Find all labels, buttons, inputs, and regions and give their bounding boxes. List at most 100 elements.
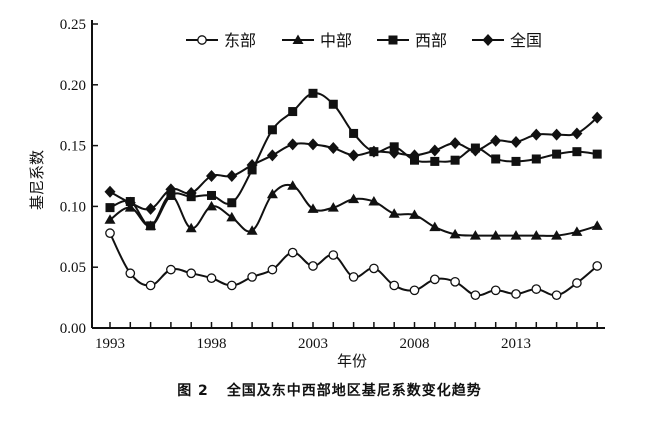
square-marker-icon bbox=[572, 147, 582, 157]
square-marker-icon bbox=[349, 128, 359, 138]
data-point bbox=[429, 221, 441, 232]
x-axis-label: 年份 bbox=[337, 352, 367, 370]
line-chart: 0.00 0.05 0.10 0.15 0.20 0.25 1993 1998 2003 2008… bbox=[28, 17, 605, 370]
diamond-marker-icon bbox=[206, 170, 217, 182]
data-point bbox=[450, 276, 460, 287]
data-point bbox=[388, 208, 400, 218]
x-tick-label: 1998 bbox=[197, 336, 227, 352]
circle-marker-icon bbox=[592, 261, 603, 271]
data-point bbox=[105, 228, 115, 239]
data-point bbox=[104, 185, 116, 198]
data-point bbox=[450, 155, 460, 165]
data-point bbox=[166, 190, 176, 200]
data-point bbox=[531, 284, 542, 294]
data-point bbox=[125, 268, 136, 279]
diamond-marker-icon bbox=[490, 134, 502, 147]
data-point bbox=[348, 149, 360, 162]
data-point bbox=[388, 146, 400, 159]
circle-marker-icon bbox=[145, 280, 156, 291]
x-tick-label: 2008 bbox=[400, 336, 430, 352]
data-point bbox=[287, 138, 299, 151]
data-point bbox=[429, 144, 441, 157]
square-marker-icon bbox=[552, 149, 562, 159]
legend: 东部 中部 西部 全国 bbox=[186, 31, 542, 50]
y-tick-label: 0.25 bbox=[60, 17, 86, 33]
data-point bbox=[469, 144, 481, 157]
data-point bbox=[469, 230, 481, 240]
legend-label: 西部 bbox=[415, 31, 447, 50]
circle-marker-icon bbox=[450, 276, 460, 287]
series-line bbox=[109, 232, 598, 297]
square-marker-icon bbox=[388, 35, 398, 45]
triangle-marker-icon bbox=[307, 203, 319, 213]
data-point bbox=[206, 170, 217, 182]
data-point bbox=[409, 285, 420, 296]
circle-marker-icon bbox=[348, 272, 359, 282]
legend-label: 中部 bbox=[320, 31, 352, 50]
data-point bbox=[146, 221, 156, 231]
triangle-marker-icon bbox=[490, 230, 502, 240]
legend-marker bbox=[197, 35, 207, 45]
diamond-marker-icon bbox=[266, 149, 278, 162]
data-point bbox=[491, 154, 501, 164]
circle-marker-icon bbox=[389, 280, 400, 291]
diamond-marker-icon bbox=[226, 170, 238, 182]
data-point bbox=[287, 180, 299, 190]
data-point bbox=[511, 156, 521, 166]
circle-marker-icon bbox=[551, 290, 562, 301]
circle-marker-icon bbox=[125, 268, 136, 279]
diamond-marker-icon bbox=[482, 34, 494, 46]
data-point bbox=[592, 261, 603, 271]
square-marker-icon bbox=[105, 203, 115, 213]
diamond-marker-icon bbox=[530, 128, 542, 141]
data-point bbox=[328, 99, 338, 109]
data-point bbox=[572, 278, 582, 288]
triangle-marker-icon bbox=[348, 193, 360, 204]
circle-marker-icon bbox=[531, 284, 542, 294]
data-point bbox=[308, 88, 318, 98]
legend-label: 全国 bbox=[510, 31, 542, 50]
data-point bbox=[530, 128, 542, 141]
data-point bbox=[551, 128, 563, 141]
data-point bbox=[267, 264, 278, 275]
data-point bbox=[490, 230, 502, 240]
circle-marker-icon bbox=[226, 280, 237, 291]
circle-marker-icon bbox=[409, 285, 420, 296]
square-marker-icon bbox=[491, 154, 501, 164]
diamond-marker-icon bbox=[307, 138, 319, 151]
circle-marker-icon bbox=[206, 273, 217, 283]
data-point bbox=[591, 111, 603, 124]
triangle-marker-icon bbox=[206, 200, 217, 211]
data-point bbox=[328, 250, 339, 260]
data-point bbox=[511, 289, 521, 299]
data-point bbox=[470, 290, 481, 301]
square-marker-icon bbox=[592, 149, 602, 159]
data-point bbox=[266, 188, 278, 199]
square-marker-icon bbox=[450, 155, 460, 165]
diamond-marker-icon bbox=[429, 144, 441, 157]
data-point bbox=[124, 196, 136, 209]
triangle-marker-icon bbox=[104, 214, 116, 224]
data-point bbox=[389, 280, 400, 291]
circle-marker-icon bbox=[429, 274, 440, 285]
legend-marker bbox=[292, 34, 304, 44]
triangle-marker-icon bbox=[246, 225, 258, 235]
square-marker-icon bbox=[166, 190, 176, 200]
square-marker-icon bbox=[267, 125, 277, 135]
circle-marker-icon bbox=[247, 272, 257, 282]
x-tick-label: 2003 bbox=[298, 336, 328, 352]
legend-item: 东部 bbox=[186, 31, 256, 50]
data-point bbox=[409, 209, 420, 219]
circle-marker-icon bbox=[511, 289, 521, 299]
data-point bbox=[227, 198, 237, 208]
square-marker-icon bbox=[531, 154, 541, 164]
x-tick-label: 2013 bbox=[501, 336, 531, 352]
data-point bbox=[368, 145, 380, 158]
triangle-marker-icon bbox=[292, 34, 304, 44]
figure-caption: 图 2 全国及东中西部地区基尼系数变化趋势 bbox=[0, 380, 659, 400]
diamond-marker-icon bbox=[469, 144, 481, 157]
triangle-marker-icon bbox=[530, 230, 542, 240]
diamond-marker-icon bbox=[327, 142, 339, 155]
square-marker-icon bbox=[227, 198, 237, 208]
data-point bbox=[267, 125, 277, 135]
